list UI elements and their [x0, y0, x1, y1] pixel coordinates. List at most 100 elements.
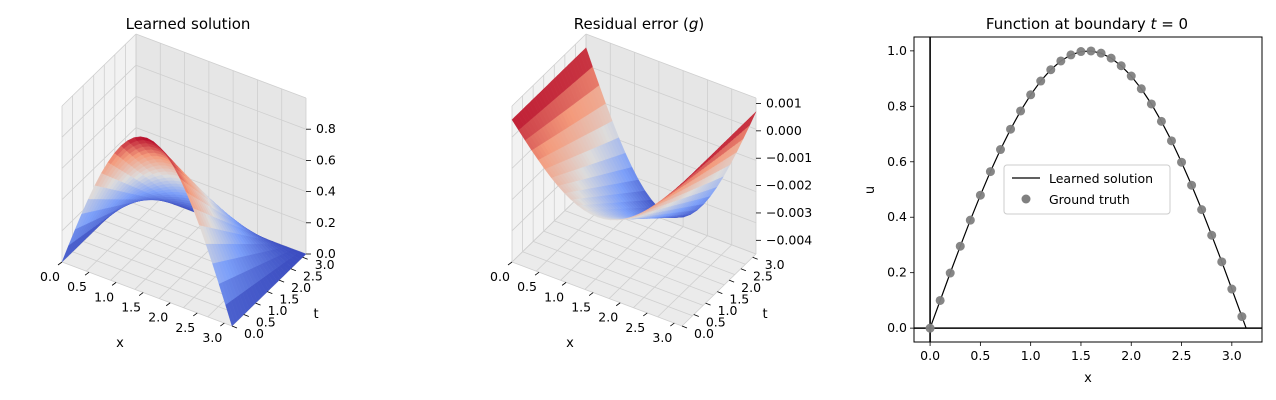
- plot2-axes: 0.00.51.01.52.02.53.0 0.00.51.01.52.02.53…: [490, 95, 812, 345]
- t-tick-mark: [267, 291, 273, 294]
- z-tick-label: −0.002: [766, 178, 812, 193]
- ground-truth-point: [975, 190, 985, 200]
- z-tick-label: 0.6: [316, 152, 336, 167]
- t-tick-label: 2.5: [303, 269, 323, 284]
- legend-label-learned: Learned solution: [1049, 171, 1153, 186]
- x-tick-mark: [138, 292, 144, 296]
- plot2-surface: [511, 47, 757, 221]
- floor-grid-x: [134, 217, 210, 290]
- t-tick-label: 3.0: [315, 257, 335, 272]
- z-tick-label: 0.4: [316, 184, 336, 199]
- ground-truth-point: [1217, 257, 1227, 267]
- ground-truth-point: [985, 167, 995, 177]
- x-tick-label: 2.5: [175, 320, 195, 335]
- ground-truth-point: [1177, 157, 1187, 167]
- plot1-surface: [61, 136, 307, 327]
- t-tick-label: 1.0: [718, 303, 738, 318]
- ground-truth-point: [1136, 84, 1146, 94]
- plot2-xlabel: x: [566, 336, 574, 351]
- x-tick-label: 1.5: [1071, 348, 1091, 363]
- z-tick-label: −0.003: [766, 205, 812, 220]
- floor-grid-t: [511, 261, 683, 327]
- t-tick-mark: [752, 256, 758, 260]
- t-tick-mark: [728, 279, 735, 283]
- y-tick-label: 0.2: [887, 265, 907, 280]
- ground-truth-point: [1227, 284, 1237, 294]
- x-tick-label: 0.5: [970, 348, 990, 363]
- plot3-ylabel: u: [863, 186, 878, 194]
- x-tick-label: 1.5: [571, 300, 591, 315]
- t-tick-mark: [693, 314, 699, 317]
- t-tick-mark: [302, 256, 308, 260]
- plot3-xlabel: x: [1084, 371, 1092, 386]
- x-tick-mark: [111, 282, 117, 286]
- ground-truth-point: [925, 323, 935, 333]
- x-tick-label: 3.0: [202, 330, 222, 345]
- ground-truth-point: [1187, 180, 1197, 190]
- ground-truth-point: [1026, 90, 1036, 100]
- y-tick-label: 0.4: [887, 209, 907, 224]
- ground-truth-point: [1086, 46, 1096, 56]
- ground-truth-point: [935, 295, 945, 305]
- ground-truth-point: [1156, 116, 1166, 126]
- back-grid-z: [135, 96, 307, 161]
- ground-truth-point: [1096, 48, 1106, 58]
- z-tick-label: 0.8: [316, 121, 336, 136]
- legend-box: [1003, 164, 1171, 215]
- plot1-title: Learned solution: [126, 15, 251, 33]
- floor-grid-t: [522, 251, 693, 317]
- t-tick-mark: [681, 325, 688, 329]
- t-tick-mark: [290, 268, 297, 272]
- x-tick-label: 2.0: [1121, 348, 1141, 363]
- y-tick-label: 0.6: [887, 154, 907, 169]
- x-tick-label: 1.0: [544, 289, 564, 304]
- ground-truth-point: [1146, 99, 1156, 109]
- z-tick-label: 0.0: [316, 246, 336, 261]
- learned-solution-panel: Learned solution 0.00.51.01.52.02.53.0 0.…: [40, 15, 336, 351]
- t-tick-mark: [255, 302, 261, 306]
- ground-truth-point: [1197, 205, 1207, 215]
- ground-truth-point: [1056, 56, 1066, 66]
- t-tick-mark: [717, 291, 723, 294]
- x-tick-label: 1.0: [1021, 348, 1041, 363]
- x-tick-mark: [534, 271, 540, 276]
- plot1-axes: 0.00.51.01.52.02.53.0 0.00.51.01.52.02.53…: [40, 121, 336, 345]
- ground-truth-point: [1076, 47, 1086, 57]
- ground-truth-point: [1066, 50, 1076, 60]
- x-tick-mark: [588, 292, 594, 296]
- left-grid-z: [61, 33, 137, 107]
- surface-patch: [61, 243, 72, 263]
- x-tick-label: 2.5: [625, 320, 645, 335]
- t-tick-label: 1.0: [268, 303, 288, 318]
- x-tick-label: 0.5: [517, 279, 537, 294]
- t-tick-mark: [231, 325, 238, 329]
- x-tick-label: 0.0: [490, 269, 510, 284]
- x-tick-mark: [643, 312, 648, 317]
- x-tick-mark: [57, 261, 63, 266]
- pane-floor: [512, 190, 756, 326]
- floor-grid-x: [681, 253, 757, 327]
- floor-grid-t: [61, 261, 233, 327]
- left-grid-z: [61, 127, 137, 200]
- y-tick-label: 0.8: [887, 98, 907, 113]
- floor-grid-x: [110, 207, 185, 281]
- x-tick-label: 3.0: [1222, 348, 1242, 363]
- x-tick-mark: [165, 302, 171, 307]
- t-tick-label: 2.0: [291, 280, 311, 295]
- x-tick-mark: [507, 261, 513, 266]
- t-tick-label: 1.5: [729, 292, 749, 307]
- x-tick-mark: [615, 302, 621, 307]
- floor-grid-x: [584, 217, 660, 290]
- z-tick-label: −0.001: [766, 150, 812, 165]
- t-tick-mark: [243, 314, 249, 317]
- t-tick-mark: [705, 302, 711, 306]
- floor-grid-x: [560, 207, 635, 281]
- back-grid-z: [135, 33, 307, 99]
- x-tick-mark: [220, 322, 225, 327]
- back-grid-z: [585, 64, 757, 130]
- left-grid-z: [511, 33, 587, 107]
- t-tick-label: 2.5: [753, 269, 773, 284]
- legend-dot-swatch: [1021, 194, 1031, 204]
- z-tick-label: 0.2: [316, 215, 336, 230]
